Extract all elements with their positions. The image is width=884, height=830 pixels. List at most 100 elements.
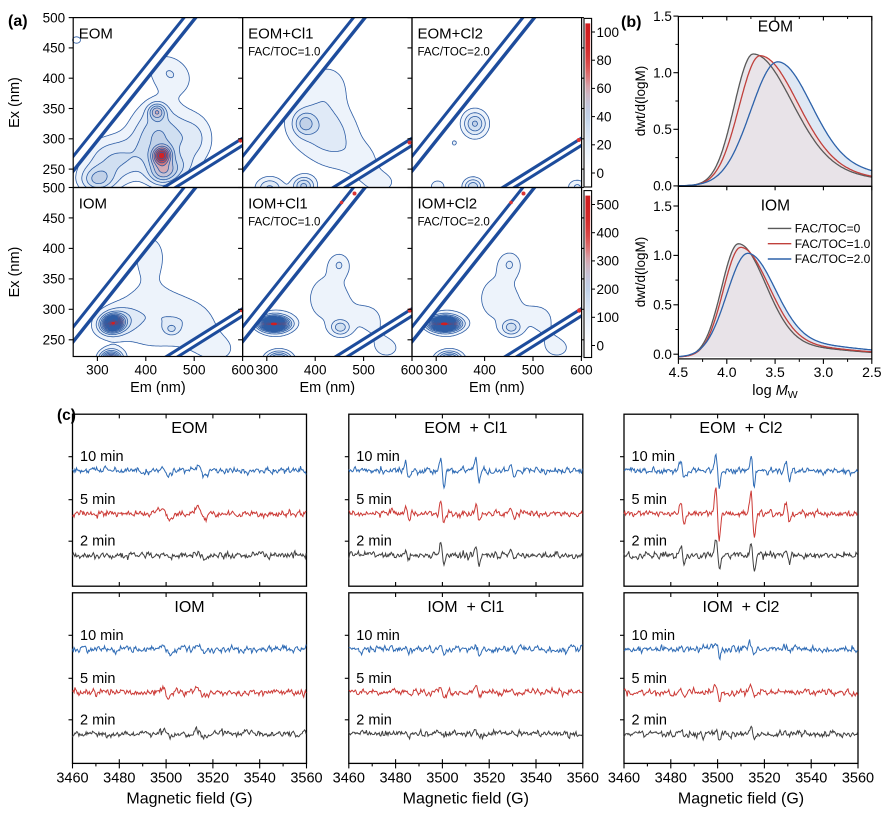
- svg-text:500: 500: [597, 197, 620, 212]
- svg-text:0.5: 0.5: [653, 298, 672, 313]
- svg-text:IOM: IOM: [761, 198, 790, 215]
- svg-text:dwt/d(logM): dwt/d(logM): [633, 66, 648, 137]
- svg-text:2.5: 2.5: [862, 364, 882, 380]
- svg-text:2 min: 2 min: [632, 534, 667, 550]
- svg-text:5 min: 5 min: [632, 492, 667, 508]
- svg-text:IOM: IOM: [174, 599, 204, 616]
- svg-text:5 min: 5 min: [356, 671, 391, 687]
- svg-text:3480: 3480: [655, 770, 687, 786]
- svg-text:FAC/TOC=1.0: FAC/TOC=1.0: [248, 47, 320, 59]
- svg-text:3.0: 3.0: [814, 364, 834, 380]
- svg-text:10 min: 10 min: [80, 449, 124, 465]
- svg-text:100: 100: [597, 310, 620, 325]
- svg-text:500: 500: [183, 363, 206, 378]
- svg-text:400: 400: [135, 363, 158, 378]
- svg-text:EOM + Cl2: EOM + Cl2: [699, 420, 782, 437]
- svg-text:FAC/TOC=0: FAC/TOC=0: [795, 222, 861, 236]
- svg-text:2 min: 2 min: [356, 534, 391, 550]
- svg-text:400: 400: [597, 226, 620, 241]
- svg-text:300: 300: [425, 363, 448, 378]
- svg-text:3540: 3540: [244, 770, 276, 786]
- svg-text:EOM+Cl2: EOM+Cl2: [418, 26, 483, 43]
- svg-text:EOM: EOM: [79, 26, 113, 43]
- svg-text:300: 300: [86, 363, 109, 378]
- svg-text:100: 100: [597, 25, 620, 40]
- svg-text:3500: 3500: [150, 770, 182, 786]
- svg-text:10 min: 10 min: [80, 628, 124, 644]
- svg-text:Magnetic field (G): Magnetic field (G): [678, 790, 804, 807]
- svg-text:500: 500: [43, 10, 66, 25]
- svg-text:3460: 3460: [608, 770, 640, 786]
- svg-text:300: 300: [256, 363, 279, 378]
- svg-text:1.0: 1.0: [653, 66, 672, 81]
- svg-text:400: 400: [43, 241, 66, 256]
- svg-text:FAC/TOC=1.0: FAC/TOC=1.0: [795, 237, 871, 251]
- svg-text:350: 350: [43, 272, 66, 287]
- svg-text:5 min: 5 min: [80, 671, 115, 687]
- svg-text:IOM + Cl1: IOM + Cl1: [427, 599, 504, 616]
- svg-text:IOM+Cl2: IOM+Cl2: [418, 196, 478, 213]
- svg-text:2 min: 2 min: [356, 712, 391, 728]
- svg-text:80: 80: [597, 53, 612, 68]
- svg-text:300: 300: [43, 132, 66, 147]
- svg-text:Magnetic field (G): Magnetic field (G): [403, 790, 529, 807]
- svg-text:500: 500: [522, 363, 545, 378]
- svg-text:500: 500: [43, 180, 66, 195]
- svg-text:10 min: 10 min: [356, 449, 400, 465]
- svg-text:FAC/TOC=2.0: FAC/TOC=2.0: [418, 47, 490, 59]
- svg-text:250: 250: [43, 162, 66, 177]
- svg-text:3520: 3520: [748, 770, 780, 786]
- svg-text:IOM: IOM: [79, 196, 107, 213]
- svg-text:5 min: 5 min: [80, 492, 115, 508]
- svg-text:250: 250: [43, 333, 66, 348]
- svg-text:1.0: 1.0: [653, 248, 672, 263]
- svg-text:IOM+Cl1: IOM+Cl1: [248, 196, 308, 213]
- svg-text:3520: 3520: [473, 770, 505, 786]
- svg-text:3560: 3560: [290, 770, 322, 786]
- svg-text:(b): (b): [621, 14, 641, 31]
- svg-text:EOM + Cl1: EOM + Cl1: [424, 420, 507, 437]
- svg-text:600: 600: [570, 363, 593, 378]
- svg-text:log MW: log MW: [752, 383, 797, 401]
- svg-text:3480: 3480: [379, 770, 411, 786]
- svg-text:FAC/TOC=2.0: FAC/TOC=2.0: [418, 217, 490, 229]
- svg-text:Ex (nm): Ex (nm): [7, 77, 23, 128]
- svg-text:EOM: EOM: [758, 19, 793, 36]
- svg-text:10 min: 10 min: [632, 449, 676, 465]
- svg-text:3500: 3500: [426, 770, 458, 786]
- svg-text:1.5: 1.5: [653, 199, 672, 214]
- svg-text:3500: 3500: [701, 770, 733, 786]
- svg-text:0.0: 0.0: [653, 179, 672, 194]
- svg-text:Ex (nm): Ex (nm): [7, 247, 23, 298]
- svg-text:3520: 3520: [197, 770, 229, 786]
- svg-text:60: 60: [597, 81, 612, 96]
- svg-text:4.0: 4.0: [717, 364, 737, 380]
- svg-text:3540: 3540: [520, 770, 552, 786]
- svg-text:400: 400: [473, 363, 496, 378]
- svg-text:FAC/TOC=1.0: FAC/TOC=1.0: [248, 217, 320, 229]
- svg-text:400: 400: [304, 363, 327, 378]
- svg-text:Em (nm): Em (nm): [469, 380, 525, 396]
- svg-text:5 min: 5 min: [632, 671, 667, 687]
- svg-text:Magnetic field (G): Magnetic field (G): [126, 790, 252, 807]
- svg-text:Em (nm): Em (nm): [300, 380, 356, 396]
- svg-text:10 min: 10 min: [356, 628, 400, 644]
- svg-text:300: 300: [597, 254, 620, 269]
- svg-text:2 min: 2 min: [80, 712, 115, 728]
- svg-text:(a): (a): [8, 13, 28, 30]
- svg-text:4.5: 4.5: [669, 364, 689, 380]
- svg-text:200: 200: [597, 282, 620, 297]
- svg-text:3540: 3540: [795, 770, 827, 786]
- svg-text:3460: 3460: [56, 770, 88, 786]
- svg-text:600: 600: [401, 363, 424, 378]
- svg-text:500: 500: [352, 363, 375, 378]
- svg-text:350: 350: [43, 101, 66, 116]
- svg-text:3560: 3560: [842, 770, 874, 786]
- svg-text:Em (nm): Em (nm): [130, 380, 186, 396]
- svg-text:3560: 3560: [567, 770, 599, 786]
- svg-text:2 min: 2 min: [632, 712, 667, 728]
- svg-text:10 min: 10 min: [632, 628, 676, 644]
- svg-text:3480: 3480: [103, 770, 135, 786]
- svg-text:0.0: 0.0: [653, 347, 672, 362]
- svg-text:FAC/TOC=2.0: FAC/TOC=2.0: [795, 252, 871, 266]
